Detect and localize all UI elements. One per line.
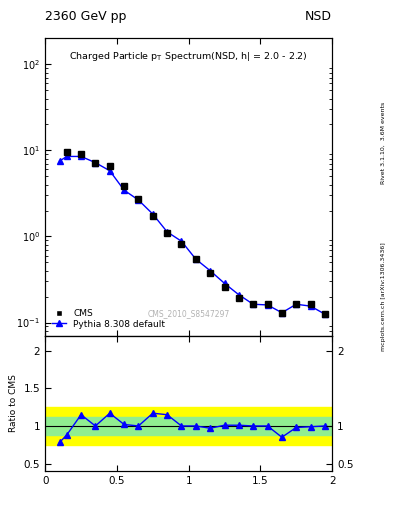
Bar (45, 407, 332, 445)
Y-axis label: Ratio to CMS: Ratio to CMS (9, 374, 18, 432)
Legend: CMS, Pythia 8.308 default: CMS, Pythia 8.308 default (50, 306, 168, 331)
Text: mcplots.cern.ch [arXiv:1306.3436]: mcplots.cern.ch [arXiv:1306.3436] (381, 243, 386, 351)
Text: NSD: NSD (305, 10, 332, 23)
Text: CMS_2010_S8547297: CMS_2010_S8547297 (147, 309, 230, 318)
Text: Charged Particle $\mathregular{p_T}$ Spectrum(NSD, h| = 2.0 - 2.2): Charged Particle $\mathregular{p_T}$ Spe… (69, 50, 308, 63)
Bar (45, 417, 332, 435)
Text: Rivet 3.1.10,  3.6M events: Rivet 3.1.10, 3.6M events (381, 102, 386, 184)
Text: 2360 GeV pp: 2360 GeV pp (45, 10, 127, 23)
